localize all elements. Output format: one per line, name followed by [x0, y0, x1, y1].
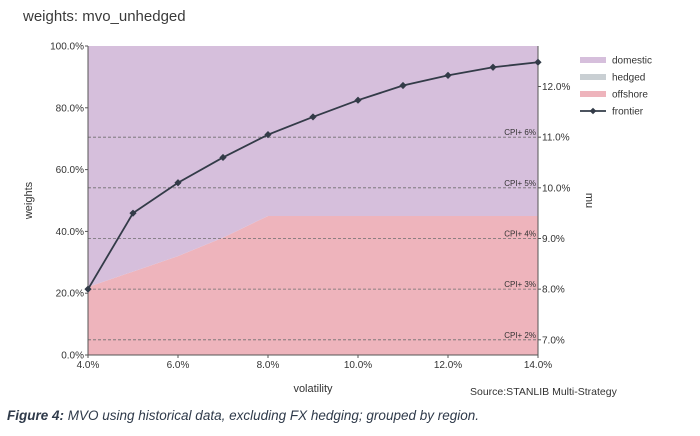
frontier-point — [354, 96, 362, 104]
figure-caption: Figure 4: MVO using historical data, exc… — [7, 408, 479, 423]
frontier-point — [399, 81, 407, 90]
reference-lines: CPI+ 6% CPI+ 5% CPI+ 4% CPI+ 3% CPI+ 2% — [88, 128, 538, 341]
chart-title: weights: mvo_unhedged — [23, 8, 186, 25]
area-layer — [88, 46, 538, 355]
x-tick-label: 14.0% — [524, 360, 552, 371]
y-axis-title: weights — [23, 181, 35, 220]
frontier-point — [129, 209, 137, 217]
y-tick-label: 40.0% — [56, 227, 84, 238]
caption-text: MVO using historical data, excluding FX … — [64, 408, 480, 423]
y2-tick-label: 10.0% — [542, 183, 570, 194]
legend: domestic hedged offshore frontier — [580, 56, 652, 118]
reference-line-label: CPI+ 4% — [504, 229, 536, 238]
reference-line-label: CPI+ 6% — [504, 128, 536, 137]
y2-tick-label: 12.0% — [542, 82, 570, 93]
y2-axis-title: mu — [583, 193, 595, 208]
reference-line-label: CPI+ 2% — [504, 331, 536, 340]
frontier-point — [264, 131, 272, 139]
y-tick-label: 60.0% — [56, 165, 84, 176]
legend-label-domestic: domestic — [612, 56, 652, 67]
reference-line-label: CPI+ 3% — [504, 280, 536, 289]
y2-tick-label: 8.0% — [542, 285, 565, 296]
legend-label-hedged: hedged — [612, 73, 645, 84]
frontier-point — [534, 58, 542, 66]
y-tick-label: 0.0% — [61, 351, 84, 362]
frontier-point — [489, 63, 497, 71]
y2-tick-label: 11.0% — [542, 133, 570, 144]
x-tick-label: 4.0% — [77, 360, 100, 371]
x-tick-label: 12.0% — [434, 360, 462, 371]
domestic-area — [88, 46, 538, 288]
y-tick-label: 20.0% — [56, 289, 84, 300]
frontier-series — [84, 58, 542, 293]
offshore-area — [88, 215, 538, 355]
reference-line-label: CPI+ 5% — [504, 179, 536, 188]
legend-label-offshore: offshore — [612, 90, 648, 101]
tick-labels: 0.0% 20.0% 40.0% 60.0% 80.0% 100.0% 4.0% 6.0% 8.… — [50, 42, 570, 372]
legend-marker-frontier — [589, 107, 597, 115]
x-axis-title: volatility — [293, 383, 333, 395]
frontier-point — [174, 179, 182, 187]
frontier-point — [309, 113, 317, 121]
y2-tick-label: 7.0% — [542, 335, 565, 346]
x-tick-label: 8.0% — [257, 360, 280, 371]
x-tick-label: 6.0% — [167, 360, 190, 371]
legend-swatch-domestic — [580, 57, 606, 63]
y-tick-label: 80.0% — [56, 103, 84, 114]
legend-swatch-offshore — [580, 91, 606, 97]
legend-swatch-hedged — [580, 74, 606, 80]
y2-tick-label: 9.0% — [542, 234, 565, 245]
frontier-point — [219, 153, 227, 162]
frontier-point — [444, 71, 452, 79]
axes — [87, 46, 539, 356]
source-note: Source:STANLIB Multi-Strategy — [470, 386, 617, 398]
legend-label-frontier: frontier — [612, 107, 644, 118]
x-tick-label: 10.0% — [344, 360, 372, 371]
y-tick-label: 100.0% — [50, 42, 84, 53]
caption-label: Figure 4: — [7, 408, 65, 423]
frontier-point — [84, 285, 92, 293]
